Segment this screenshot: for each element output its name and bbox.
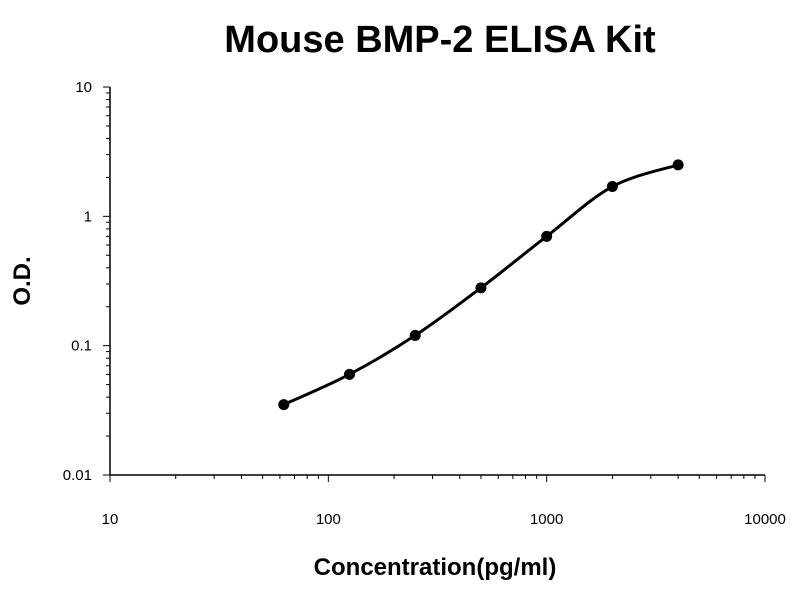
x-axis-label: Concentration(pg/ml)	[314, 554, 557, 581]
data-point	[672, 159, 684, 171]
data-point	[541, 230, 553, 242]
x-axis-ticks	[109, 475, 766, 482]
tick-labels: 10 1 0.1 0.01 10 100 1000 10000	[63, 79, 786, 528]
x-tick-label: 10000	[744, 511, 786, 528]
y-tick-label: 1	[84, 208, 92, 225]
x-tick-label: 10	[102, 511, 119, 528]
y-axis-label: O.D.	[9, 256, 36, 305]
data-point	[606, 181, 618, 193]
data-point	[343, 368, 355, 380]
data-point	[409, 329, 421, 341]
x-tick-label: 100	[316, 511, 341, 528]
data-point	[475, 282, 487, 294]
data-point	[278, 399, 290, 411]
x-tick-label: 1000	[530, 511, 563, 528]
data-points	[278, 159, 684, 411]
y-axis-ticks	[103, 86, 110, 476]
y-tick-label: 0.01	[63, 467, 92, 484]
y-tick-label: 0.1	[71, 338, 92, 355]
chart-title: Mouse BMP-2 ELISA Kit	[224, 19, 656, 61]
y-tick-label: 10	[75, 79, 92, 96]
